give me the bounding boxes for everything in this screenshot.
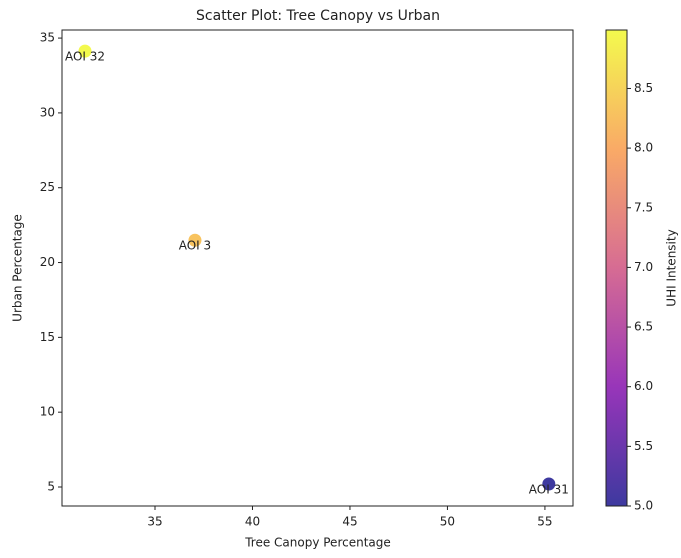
plot-frame — [61, 29, 574, 507]
y-tick-label: 30 — [40, 105, 55, 119]
colorbar-tick-label: 8.5 — [634, 81, 653, 95]
x-tick-label: 55 — [537, 515, 552, 529]
x-tick-label: 35 — [147, 515, 162, 529]
colorbar-tick-label: 7.5 — [634, 200, 653, 214]
colorbar-tick-label: 6.5 — [634, 320, 653, 334]
y-tick-label: 5 — [47, 479, 55, 493]
chart-title: Scatter Plot: Tree Canopy vs Urban — [196, 8, 440, 24]
point-label: AOI 3 — [179, 239, 211, 253]
point — [78, 44, 92, 58]
x-axis-label: Tree Canopy Percentage — [244, 536, 391, 550]
x-tick-label: 40 — [245, 515, 260, 529]
colorbar — [605, 29, 628, 507]
point — [542, 477, 556, 491]
colorbar-tick-label: 6.0 — [634, 379, 653, 393]
colorbar-tick-label: 8.0 — [634, 141, 653, 155]
point — [188, 233, 202, 247]
colorbar-tick-label: 5.5 — [634, 439, 653, 453]
x-tick-label: 45 — [342, 515, 357, 529]
y-axis-label: Urban Percentage — [11, 214, 25, 322]
y-tick-label: 25 — [40, 180, 55, 194]
y-tick-label: 35 — [40, 31, 55, 45]
colorbar-tick-label: 7.0 — [634, 260, 653, 274]
point-label: AOI 31 — [529, 483, 569, 497]
y-tick-label: 10 — [40, 405, 55, 419]
point-label: AOI 32 — [65, 50, 105, 64]
colorbar-label: UHI Intensity — [665, 229, 679, 306]
y-tick-label: 15 — [40, 330, 55, 344]
y-tick-label: 20 — [40, 255, 55, 269]
colorbar-tick-label: 5.0 — [634, 499, 653, 513]
x-tick-label: 50 — [440, 515, 455, 529]
